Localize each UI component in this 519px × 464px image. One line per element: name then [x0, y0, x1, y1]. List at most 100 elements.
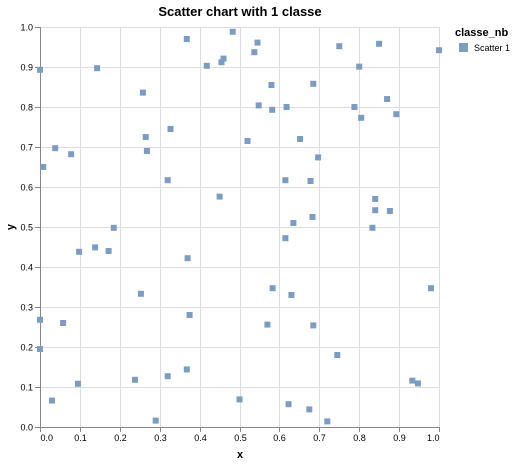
- y-tick-label: 0.5: [20, 223, 33, 233]
- scatter-point: [324, 418, 330, 424]
- scatter-point: [143, 134, 149, 140]
- legend: classe_nb Scatter 1: [455, 27, 510, 53]
- scatter-point: [111, 225, 117, 231]
- grid: [40, 27, 440, 428]
- scatter-point: [255, 40, 261, 46]
- scatter-point: [140, 90, 146, 96]
- scatter-point: [49, 398, 55, 404]
- scatter-point: [372, 207, 378, 213]
- scatter-point: [204, 63, 210, 69]
- y-tick-label: 0.4: [20, 263, 33, 273]
- scatter-point: [52, 145, 58, 151]
- scatter-point: [428, 285, 434, 291]
- y-tick-label: 0.9: [20, 63, 33, 73]
- x-tick-label: 0.9: [393, 433, 406, 443]
- scatter-point: [270, 285, 276, 291]
- y-tick-label: 0.6: [20, 183, 33, 193]
- x-tick-label: 0.7: [313, 433, 326, 443]
- chart-title: Scatter chart with 1 classe: [158, 4, 321, 19]
- x-tick-label: 1.0: [427, 433, 440, 443]
- scatter-point: [334, 352, 340, 358]
- scatter-point: [245, 138, 251, 144]
- scatter-point: [415, 380, 421, 386]
- scatter-point: [132, 377, 138, 383]
- scatter-point: [376, 41, 382, 47]
- x-tick-label: 0.2: [114, 433, 127, 443]
- scatter-point: [138, 291, 144, 297]
- scatter-point: [237, 396, 243, 402]
- scatter-point: [37, 317, 43, 323]
- scatter-point: [221, 56, 227, 62]
- x-tick-label: 0.6: [273, 433, 286, 443]
- scatter-point: [384, 96, 390, 102]
- scatter-point: [286, 401, 292, 407]
- scatter-point: [94, 65, 100, 71]
- y-tick-label: 0.2: [20, 343, 33, 353]
- y-axis-title: y: [5, 223, 17, 230]
- y-tick-label: 0.3: [20, 303, 33, 313]
- scatter-point: [358, 115, 364, 121]
- x-tick-label: 0.8: [353, 433, 366, 443]
- scatter-point: [168, 126, 174, 132]
- scatter-point: [282, 177, 288, 183]
- x-tick-label: 0.3: [154, 433, 167, 443]
- axes: 0.0 0.1 0.2 0.3 0.4 0.5 0.6 0.7 0.8 0.9 1.0 0.0 0.1 0…: [20, 23, 439, 444]
- scatter-point: [369, 225, 375, 231]
- scatter-point: [68, 151, 74, 157]
- legend-label-scatter-1: Scatter 1: [474, 43, 510, 53]
- x-tick-label: 0.4: [194, 433, 207, 443]
- scatter-point: [251, 49, 257, 55]
- scatter-point: [310, 214, 316, 220]
- x-axis-title: x: [237, 449, 244, 461]
- scatter-point: [336, 43, 342, 49]
- scatter-point: [308, 178, 314, 184]
- scatter-point: [268, 82, 274, 88]
- scatter-point: [153, 418, 159, 424]
- scatter-point: [393, 111, 399, 117]
- x-tick-label: 0.0: [41, 433, 54, 443]
- x-tick-label: 0.5: [234, 433, 247, 443]
- scatter-point: [356, 64, 362, 70]
- scatter-point: [351, 104, 357, 110]
- y-tick-label: 0.1: [20, 383, 33, 393]
- scatter-point: [185, 255, 191, 261]
- y-tick-label: 0.7: [20, 143, 33, 153]
- scatter-point: [310, 322, 316, 328]
- data-points: [37, 29, 442, 425]
- scatter-point: [284, 104, 290, 110]
- scatter-point: [60, 320, 66, 326]
- scatter-point: [282, 235, 288, 241]
- y-tick-label: 1.0: [20, 23, 33, 33]
- scatter-point: [306, 406, 312, 412]
- x-tick-label: 0.1: [74, 433, 87, 443]
- scatter-point: [92, 244, 98, 250]
- scatter-point: [165, 373, 171, 379]
- scatter-point: [372, 196, 378, 202]
- scatter-point: [37, 346, 43, 352]
- scatter-point: [256, 102, 262, 108]
- scatter-point: [297, 136, 303, 142]
- legend-title: classe_nb: [455, 27, 508, 39]
- scatter-point: [230, 29, 236, 35]
- scatter-point: [217, 194, 223, 200]
- scatter-point: [436, 47, 442, 53]
- scatter-point: [187, 312, 193, 318]
- scatter-point: [310, 81, 316, 87]
- scatter-point: [184, 36, 190, 42]
- scatter-point: [315, 154, 321, 160]
- scatter-point: [106, 248, 112, 254]
- scatter-point: [269, 107, 275, 113]
- scatter-point: [37, 67, 43, 73]
- scatter-point: [264, 322, 270, 328]
- legend-swatch: [459, 43, 468, 52]
- scatter-point: [288, 292, 294, 298]
- scatter-point: [75, 381, 81, 387]
- scatter-point: [290, 220, 296, 226]
- scatter-point: [409, 378, 415, 384]
- scatter-point: [40, 164, 46, 170]
- y-tick-label: 0.0: [20, 423, 33, 433]
- scatter-point: [144, 148, 150, 154]
- scatter-point: [76, 249, 82, 255]
- scatter-point: [184, 366, 190, 372]
